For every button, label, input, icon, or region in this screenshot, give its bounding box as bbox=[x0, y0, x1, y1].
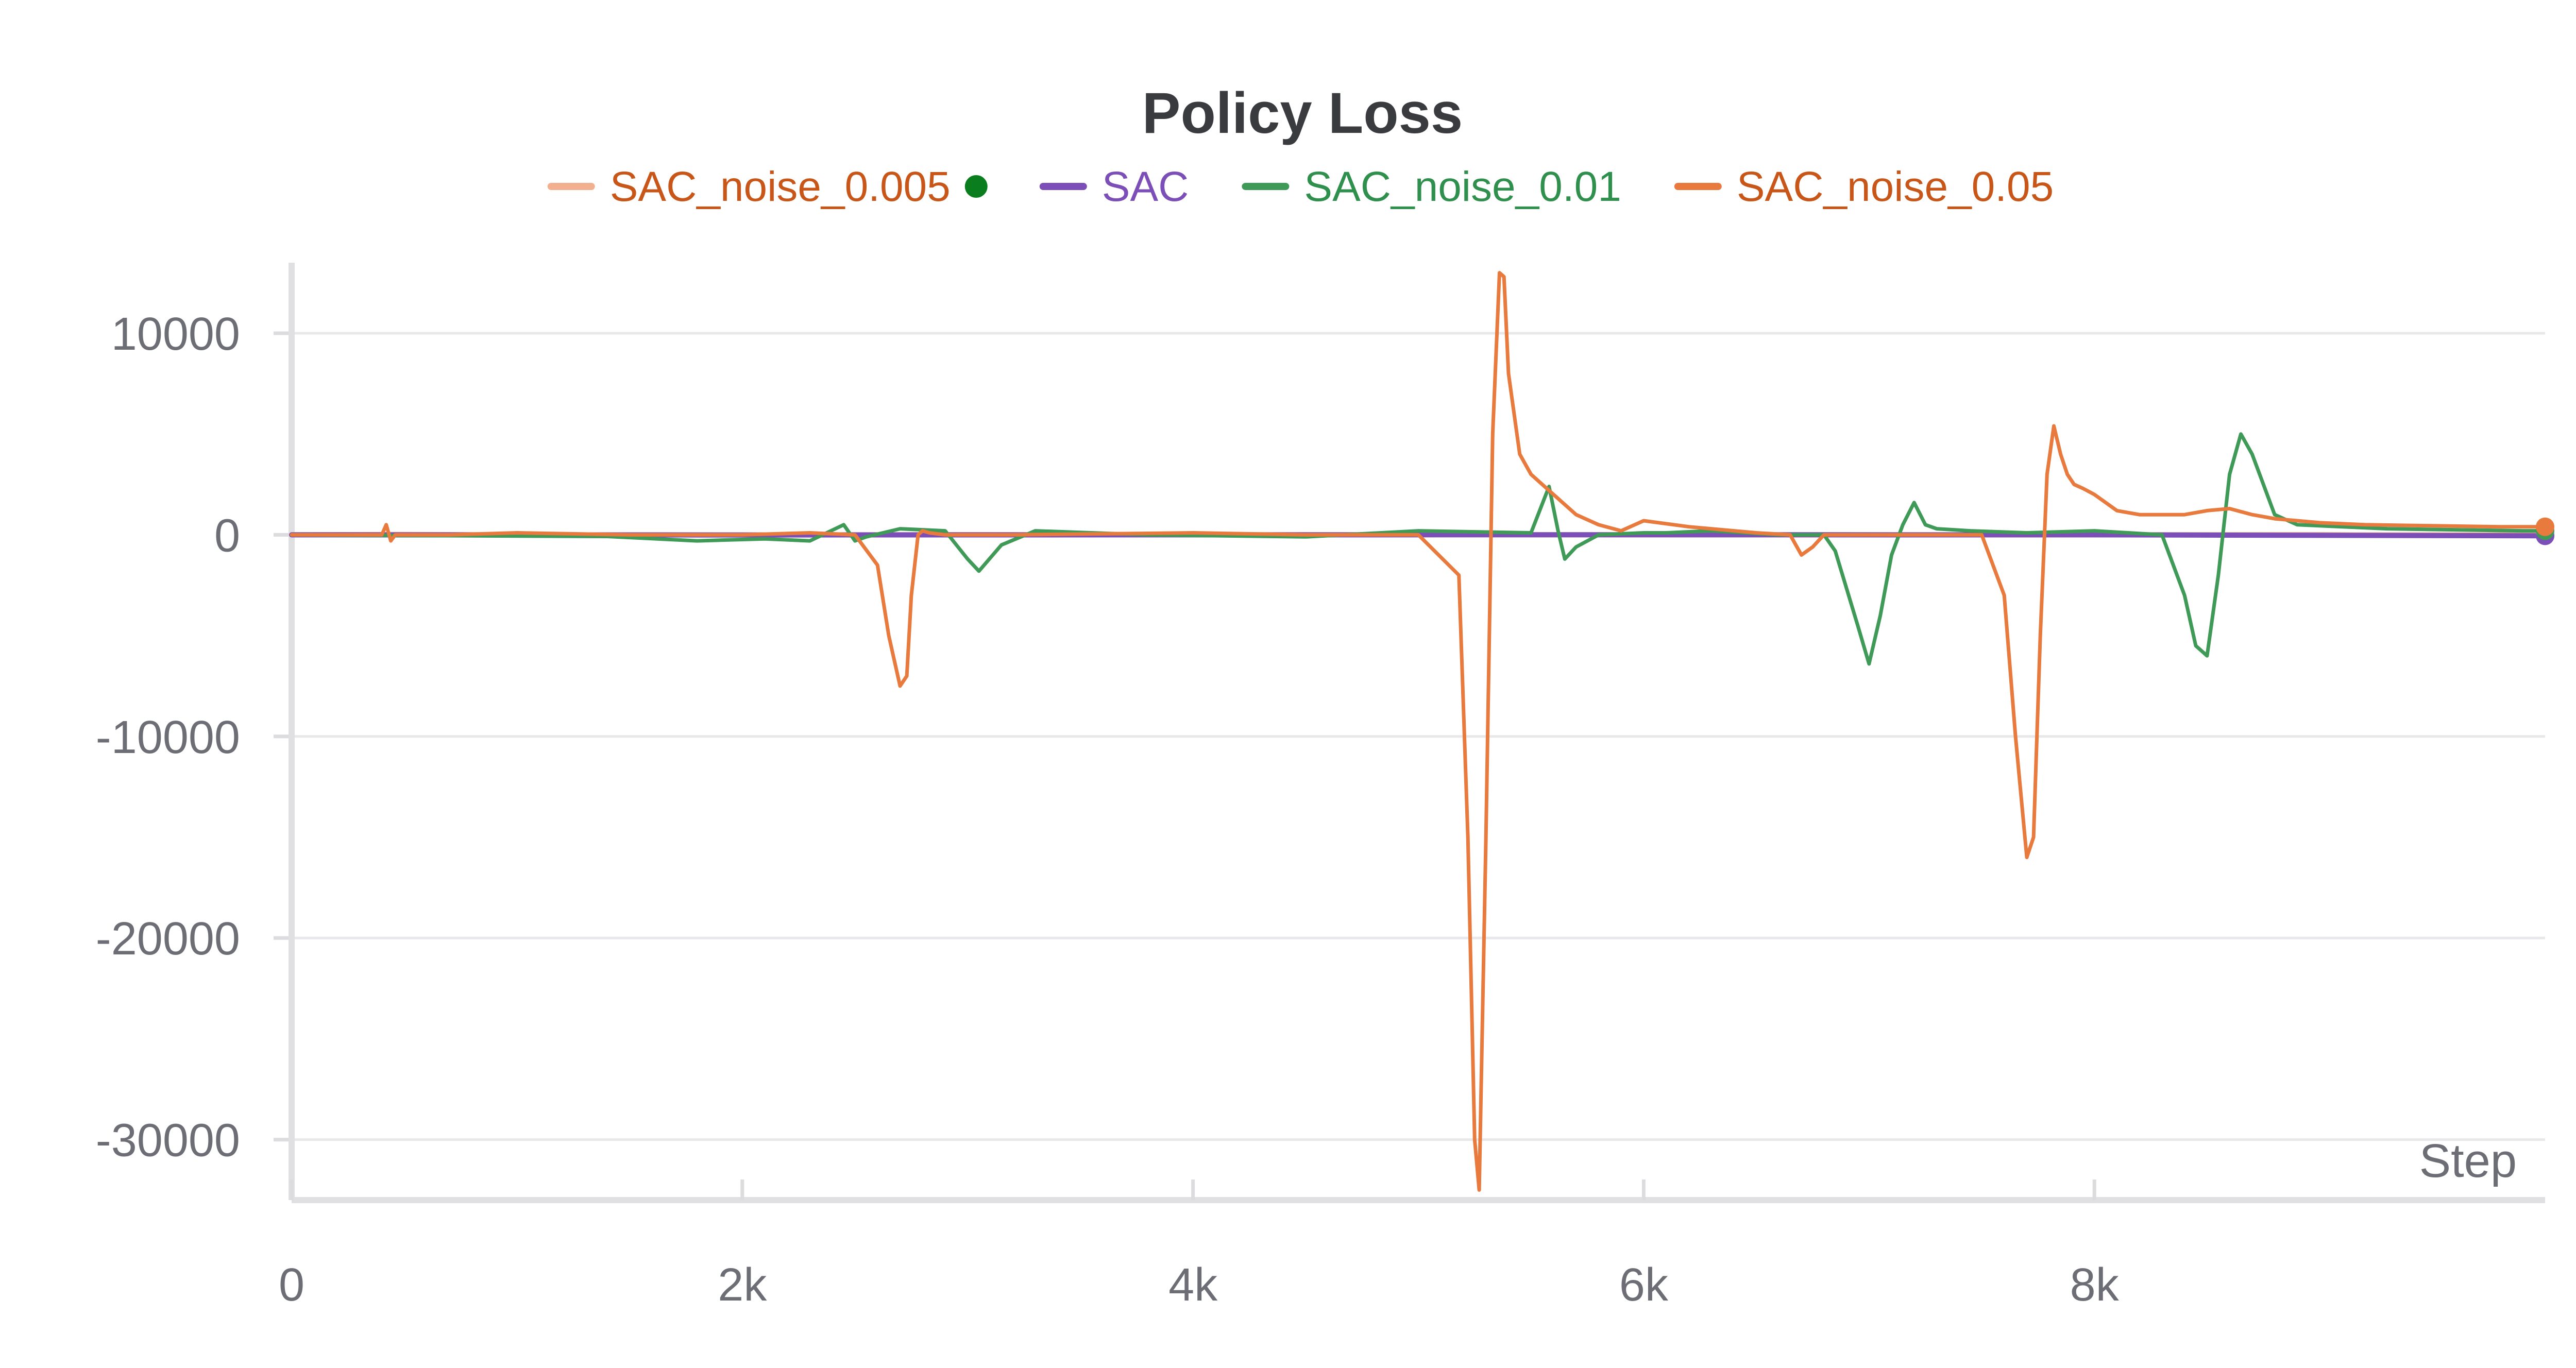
y-tick-label: -30000 bbox=[96, 1115, 240, 1167]
legend-label: SAC_noise_0.01 bbox=[1304, 163, 1621, 210]
series-lines bbox=[289, 271, 2554, 1192]
grid-lines bbox=[292, 332, 2545, 1141]
tick-labels: 10000 0 -10000 -20000 -30000 0 2k 4k 6k 8k bbox=[96, 309, 2120, 1311]
legend-label: SAC_noise_0.005 bbox=[610, 163, 951, 210]
y-tick-label: -20000 bbox=[96, 913, 240, 965]
y-tick-label: 10000 bbox=[111, 309, 240, 360]
series-line bbox=[290, 271, 2547, 1192]
x-tick-label: 0 bbox=[279, 1259, 304, 1311]
series-end-marker bbox=[2536, 517, 2554, 536]
legend: SAC_noise_0.005 SAC SAC_noise_0.01 SAC_nois… bbox=[547, 163, 2054, 210]
chart-title: Policy Loss bbox=[1142, 81, 1463, 145]
x-tick-label: 2k bbox=[718, 1259, 767, 1311]
legend-label: SAC_noise_0.05 bbox=[1737, 163, 2054, 210]
legend-active-dot bbox=[964, 175, 988, 198]
y-tick-label: -10000 bbox=[96, 712, 240, 763]
y-tick-label: 0 bbox=[214, 510, 240, 561]
x-tick-label: 8k bbox=[2070, 1259, 2120, 1311]
x-tick-label: 4k bbox=[1168, 1259, 1218, 1311]
x-tick-label: 6k bbox=[1619, 1259, 1669, 1311]
series-line bbox=[290, 432, 2547, 666]
plot-area: 10000 0 -10000 -20000 -30000 0 2k 4k 6k 8k bbox=[96, 263, 2554, 1311]
legend-label: SAC bbox=[1102, 163, 1189, 210]
x-axis-label: Step bbox=[2419, 1135, 2517, 1187]
axes bbox=[274, 263, 2545, 1203]
